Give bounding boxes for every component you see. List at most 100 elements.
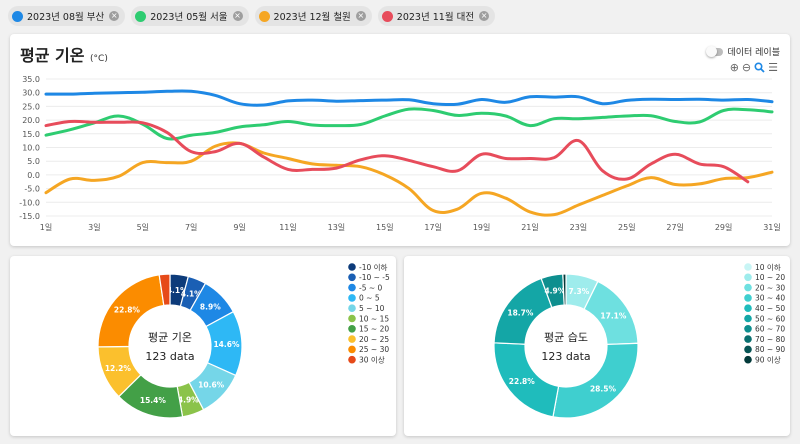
line-chart: 35.0 30.0 25.0 20.0 15.0 10.0 5.0 0.0 -5.0 -10.0 -…	[19, 75, 780, 232]
remove-icon[interactable]: ×	[479, 11, 490, 21]
series-line-0[interactable]	[44, 89, 774, 107]
legend-label[interactable]: 10 ~ 15	[359, 314, 389, 323]
search-icon[interactable]	[754, 62, 765, 76]
zoom-in-icon[interactable]: ⊕	[729, 61, 739, 74]
slice-label: 4.1%	[181, 290, 202, 299]
filter-tag-label: 2023년 11월 대전	[396, 12, 475, 23]
legend-swatch	[348, 283, 356, 292]
remove-icon[interactable]: ×	[109, 11, 120, 21]
line-chart-title-text: 평균 기온	[20, 46, 85, 65]
slice-label: 4.9%	[544, 287, 565, 296]
y-tick-label: 20.0	[22, 116, 40, 125]
x-tick-label: 17일	[424, 223, 442, 232]
slice-label: 12.2%	[105, 364, 132, 373]
temperature-line-card: 평균 기온 (°C) 데이터 레이블 ⊕ ⊖ ☰ 35.0 30.0 25.0 20.…	[10, 34, 790, 246]
filter-tag-busan[interactable]: 2023년 08월 부산 ×	[8, 6, 126, 26]
legend-swatch	[744, 283, 752, 292]
x-tick-label: 27일	[666, 223, 684, 232]
legend-label[interactable]: 15 ~ 20	[359, 325, 389, 334]
pie-slice[interactable]	[562, 273, 567, 306]
zoom-out-icon[interactable]: ⊖	[741, 61, 752, 74]
x-tick-label: 23일	[570, 223, 588, 232]
toggle-switch[interactable]	[706, 45, 724, 57]
filter-tag-label: 2023년 08월 부산	[27, 12, 105, 23]
series-color-dot	[12, 10, 23, 22]
y-tick-label: 0.0	[27, 171, 40, 180]
x-tick-label: 13일	[328, 223, 346, 232]
legend-label[interactable]: -5 ~ 0	[359, 283, 383, 292]
slice-label: 15.4%	[140, 396, 167, 405]
x-tick-label: 29일	[715, 223, 733, 232]
filter-tag-cheorwon[interactable]: 2023년 12월 철원 ×	[254, 6, 372, 26]
legend-label[interactable]: 10 ~ 20	[755, 273, 785, 282]
series-color-dot	[135, 10, 147, 22]
slice-label: 28.5%	[590, 385, 617, 394]
series-line-3[interactable]	[44, 119, 750, 184]
x-tick-label: 19일	[473, 223, 491, 232]
legend-label[interactable]: 50 ~ 60	[755, 314, 785, 323]
y-tick-label: 35.0	[22, 75, 40, 84]
legend-swatch	[348, 294, 356, 302]
legend-label[interactable]: 90 이상	[755, 355, 781, 365]
toggle-label: 데이터 레이블	[727, 48, 780, 58]
y-tick-label: 30.0	[22, 89, 40, 98]
y-tick-label: -5.0	[24, 185, 40, 194]
legend-label[interactable]: 25 ~ 30	[359, 345, 389, 354]
chart-toolbar: ⊕ ⊖ ☰	[730, 62, 778, 76]
legend-label[interactable]: 30 이상	[359, 355, 385, 365]
data-label-toggle[interactable]: 데이터 레이블	[706, 45, 780, 58]
series-line-2[interactable]	[44, 141, 774, 217]
x-tick-label: 7일	[185, 223, 197, 232]
y-tick-label: -15.0	[19, 212, 40, 221]
remove-icon[interactable]: ×	[232, 11, 243, 21]
y-tick-label: 10.0	[22, 144, 40, 153]
legend-label[interactable]: -10 이하	[359, 262, 388, 272]
slice-label: 10.6%	[198, 381, 225, 390]
x-tick-label: 21일	[521, 223, 539, 232]
legend-label[interactable]: 0 ~ 5	[359, 294, 380, 303]
legend-swatch	[348, 263, 356, 271]
series-line-1[interactable]	[44, 107, 774, 141]
filter-tag-daejeon[interactable]: 2023년 11월 대전 ×	[377, 6, 496, 26]
legend-swatch	[744, 335, 752, 343]
legend-label[interactable]: 60 ~ 70	[755, 325, 785, 334]
legend-label[interactable]: 10 이하	[755, 262, 781, 272]
legend-swatch	[744, 355, 752, 364]
slice-label: 4.9%	[178, 395, 199, 404]
legend-label[interactable]: 70 ~ 80	[755, 335, 785, 344]
pie-slice[interactable]	[552, 342, 639, 419]
donut-title: 평균 기온	[148, 331, 192, 344]
legend-swatch	[348, 314, 356, 323]
remove-icon[interactable]: ×	[355, 11, 366, 21]
legend-swatch	[348, 304, 356, 312]
legend-swatch	[348, 335, 356, 343]
slice-label: 18.7%	[507, 309, 534, 318]
slice-label: 17.1%	[600, 311, 627, 320]
legend-label[interactable]: 30 ~ 40	[755, 294, 785, 303]
legend-label[interactable]: 5 ~ 10	[359, 304, 385, 313]
slice-label: 4.1%	[167, 286, 188, 295]
y-tick-label: 15.0	[22, 130, 40, 139]
menu-icon[interactable]: ☰	[768, 61, 778, 74]
filter-tag-seoul[interactable]: 2023년 05월 서울 ×	[131, 6, 249, 26]
legend-swatch	[744, 304, 752, 312]
series-color-dot	[381, 10, 393, 22]
donut-count: 123 data	[145, 350, 194, 363]
donut-count: 123 data	[541, 350, 590, 363]
humidity-donut-chart: 7.3% 17.1% 28.5% 22.8% 18.7% 4.9% 평균 습도 123 dat…	[493, 262, 785, 419]
legend-swatch	[348, 345, 356, 354]
donut-title: 평균 습도	[544, 331, 588, 344]
slice-label: 22.8%	[509, 377, 536, 386]
legend-swatch	[348, 325, 356, 333]
legend-label[interactable]: 80 ~ 90	[755, 345, 785, 354]
filter-tags: 2023년 08월 부산 × 2023년 05월 서울 × 2023년 12월 철원…	[8, 6, 496, 26]
slice-label: 14.6%	[213, 340, 240, 349]
legend-label[interactable]: -10 ~ -5	[359, 273, 390, 282]
x-tick-label: 9일	[233, 223, 245, 232]
legend-label[interactable]: 40 ~ 50	[755, 304, 785, 313]
unit-label: (°C)	[90, 54, 108, 64]
legend-label[interactable]: 20 ~ 25	[359, 335, 389, 344]
pie-slice[interactable]	[158, 273, 171, 307]
legend-label[interactable]: 20 ~ 30	[755, 283, 785, 292]
legend-swatch	[744, 263, 752, 271]
